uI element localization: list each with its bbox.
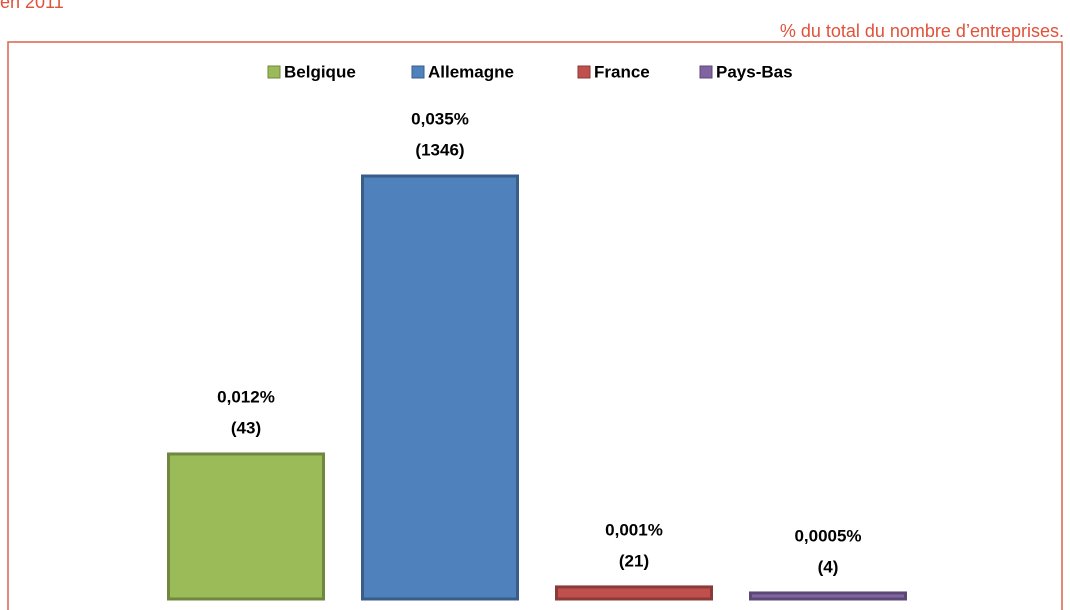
legend-swatch	[267, 65, 281, 79]
subtitle: en 2011	[0, 0, 64, 12]
legend-swatch	[411, 65, 425, 79]
chart-frame	[7, 41, 1063, 610]
bar	[167, 452, 325, 601]
value-label: 0,0005%	[794, 526, 861, 545]
value-label: 0,035%	[411, 109, 469, 128]
count-label: (4)	[818, 557, 839, 576]
legend-label: Belgique	[284, 62, 356, 81]
bar	[749, 591, 907, 601]
legend-label: France	[594, 62, 650, 81]
value-label: 0,012%	[217, 387, 275, 406]
value-label: 0,001%	[605, 520, 663, 539]
legend-label: Allemagne	[428, 62, 514, 81]
legend-swatch	[577, 65, 591, 79]
count-label: (1346)	[415, 140, 464, 159]
legend-swatch	[699, 65, 713, 79]
count-label: (43)	[231, 418, 261, 437]
bar	[555, 585, 713, 601]
count-label: (21)	[619, 551, 649, 570]
bar	[361, 174, 519, 601]
note: % du total du nombre d’entreprises.	[780, 21, 1064, 41]
legend-label: Pays-Bas	[716, 62, 793, 81]
